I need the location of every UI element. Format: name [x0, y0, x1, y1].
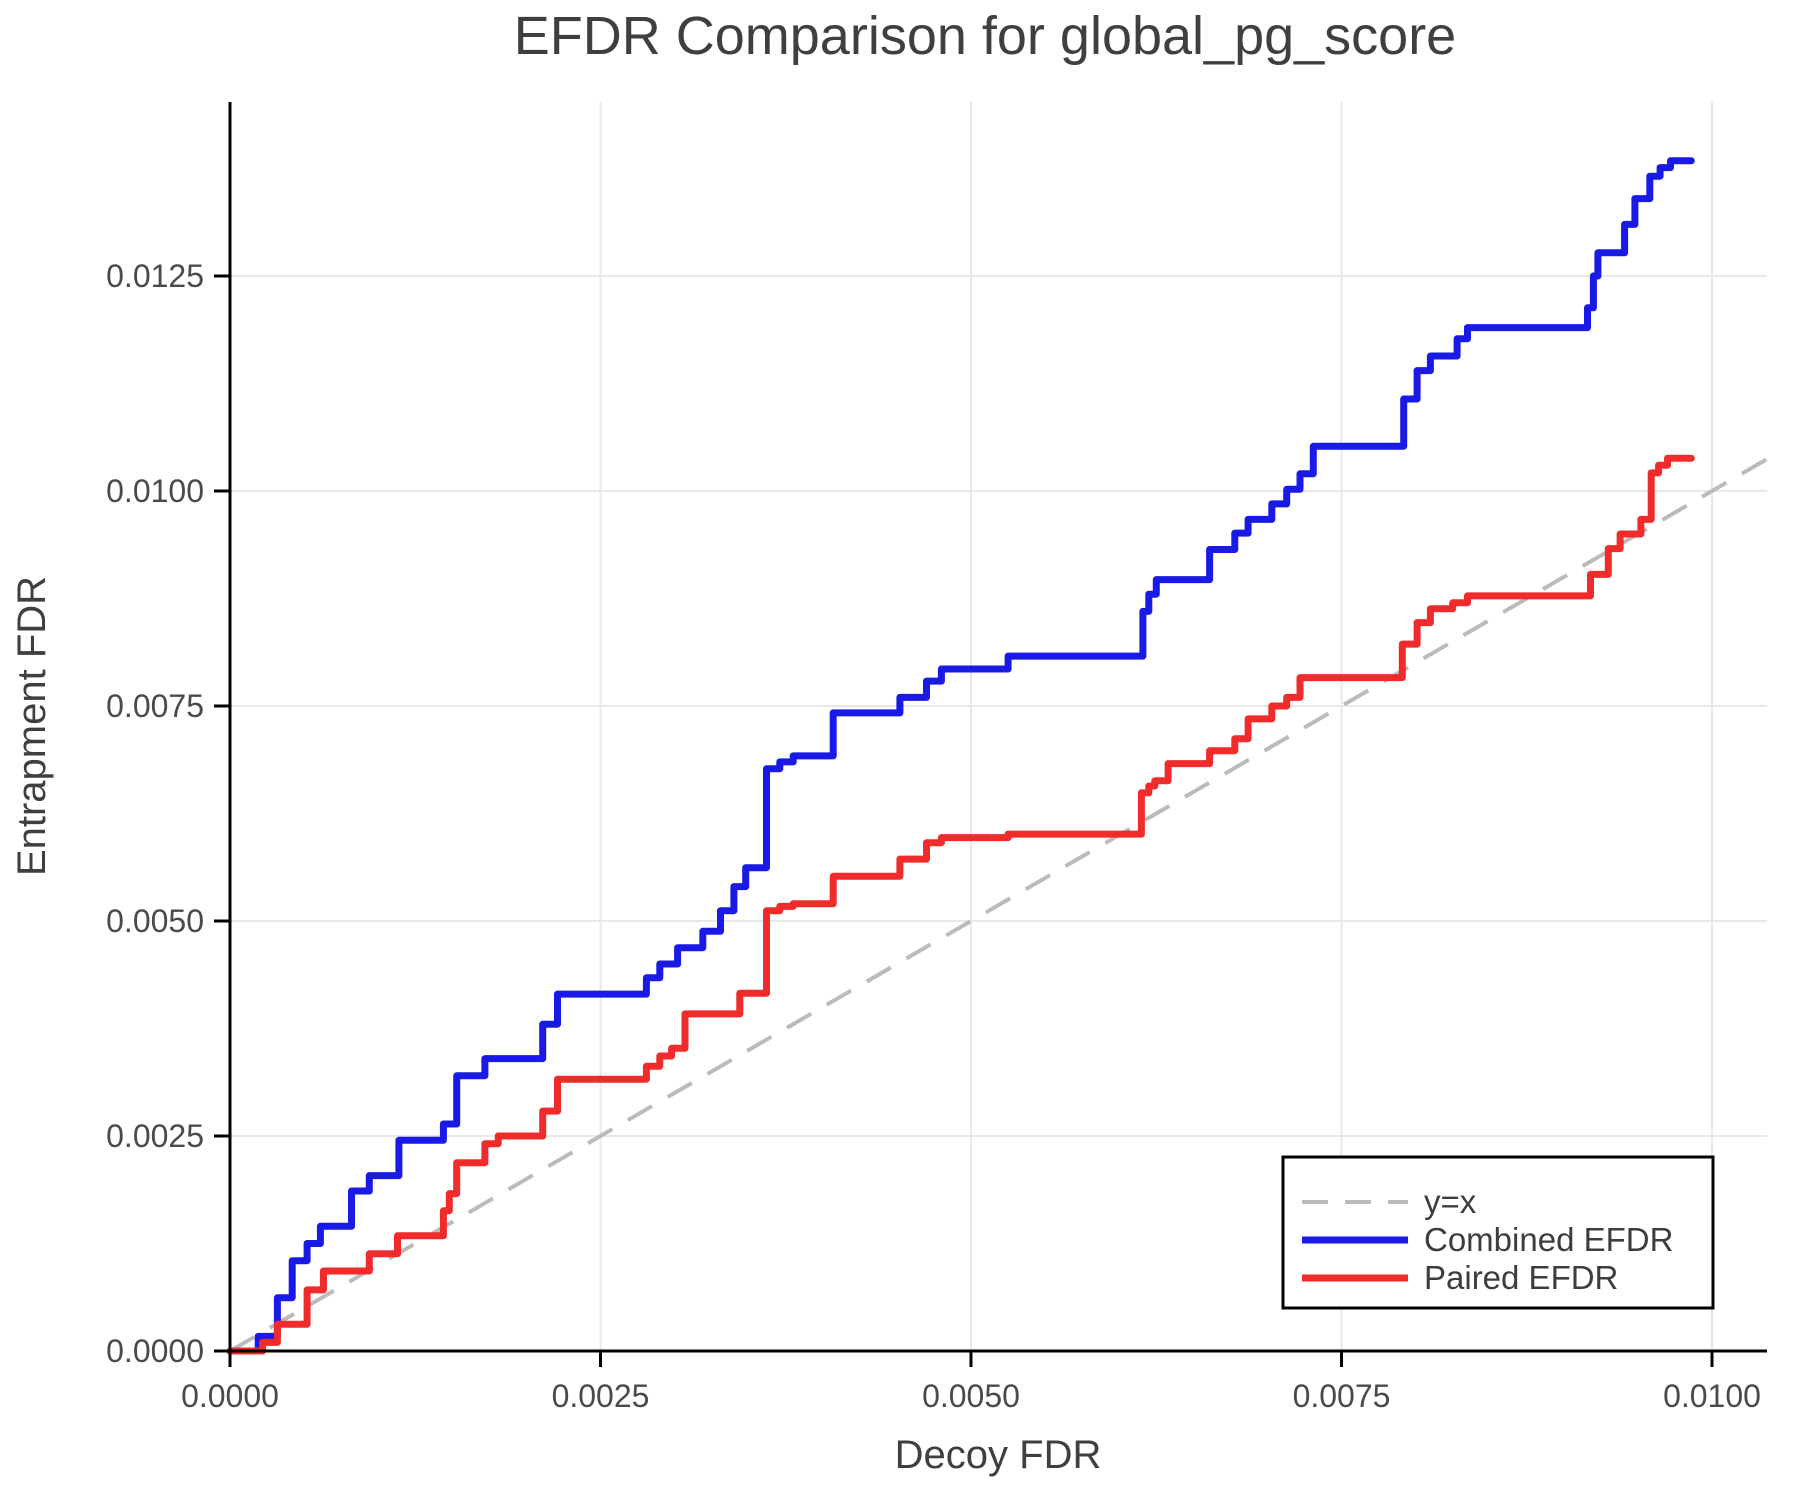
y-tick-label: 0.0025 [106, 1118, 204, 1154]
x-tick-label: 0.0050 [922, 1378, 1020, 1414]
legend-label-y-equals-x: y=x [1424, 1183, 1477, 1220]
x-tick-label: 0.0025 [552, 1378, 650, 1414]
legend-label-combined-efdr: Combined EFDR [1424, 1221, 1673, 1258]
x-tick-label: 0.0075 [1293, 1378, 1391, 1414]
y-equals-x-line [228, 457, 1768, 1353]
series-line-paired-efdr [226, 454, 1695, 1355]
axes: 0.0000 0.0025 0.0050 0.0075 0.0100 0.0000 0.00… [106, 102, 1767, 1414]
series-lines [226, 157, 1695, 1355]
y-axis-label: Entrapment FDR [10, 576, 54, 876]
y-tick-label: 0.0100 [106, 473, 204, 509]
y-tick-label: 0.0050 [106, 903, 204, 939]
legend-box [1281, 1155, 1715, 1310]
y-tick-label: 0.0000 [106, 1333, 204, 1369]
x-tick-label: 0.0100 [1663, 1378, 1761, 1414]
legend-label-paired-efdr: Paired EFDR [1424, 1259, 1618, 1296]
series-line-combined-efdr [226, 157, 1695, 1355]
y-tick-label: 0.0075 [106, 688, 204, 724]
gridlines [230, 102, 1767, 1351]
x-axis-label: Decoy FDR [895, 1433, 1102, 1477]
y-tick-label: 0.0125 [106, 258, 204, 294]
legend: y=x Combined EFDR Paired EFDR [1281, 1155, 1715, 1310]
x-tick-label: 0.0000 [181, 1378, 279, 1414]
chart-title: EFDR Comparison for global_pg_score [514, 6, 1456, 66]
